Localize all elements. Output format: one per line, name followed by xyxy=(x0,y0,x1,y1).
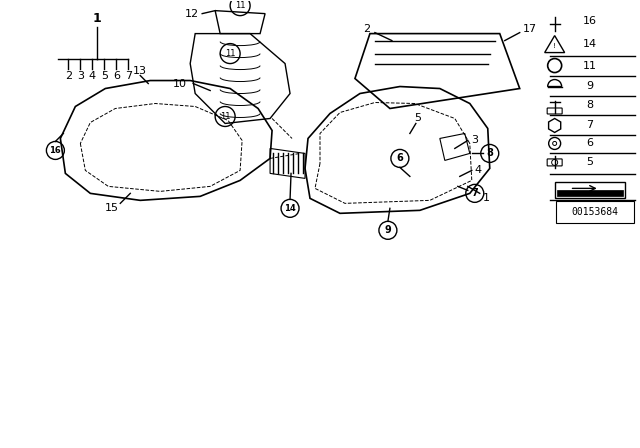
Text: 11: 11 xyxy=(235,1,245,10)
Text: 5: 5 xyxy=(586,157,593,168)
Text: 11: 11 xyxy=(220,112,230,121)
Text: 8: 8 xyxy=(586,100,593,111)
Text: 12: 12 xyxy=(185,9,199,19)
Text: 16: 16 xyxy=(49,146,61,155)
Text: 2: 2 xyxy=(364,24,371,34)
Text: 6: 6 xyxy=(586,138,593,148)
Text: 6: 6 xyxy=(113,70,120,81)
Bar xyxy=(555,182,625,198)
Text: 14: 14 xyxy=(582,39,596,48)
Text: 3: 3 xyxy=(77,70,84,81)
Text: 2: 2 xyxy=(65,70,72,81)
Text: 4: 4 xyxy=(89,70,96,81)
Text: 11: 11 xyxy=(225,49,236,58)
Text: !: ! xyxy=(553,43,556,48)
Text: 7: 7 xyxy=(125,70,132,81)
Text: 14: 14 xyxy=(284,204,296,213)
Text: 1: 1 xyxy=(483,194,490,203)
Text: 17: 17 xyxy=(523,24,537,34)
Text: 9: 9 xyxy=(385,225,391,235)
Bar xyxy=(557,190,623,196)
Text: 4: 4 xyxy=(474,165,481,176)
Text: 5: 5 xyxy=(101,70,108,81)
Text: 9: 9 xyxy=(586,81,593,90)
Text: 7: 7 xyxy=(472,188,478,198)
Text: 16: 16 xyxy=(582,16,596,26)
Text: 15: 15 xyxy=(106,203,119,213)
Text: 10: 10 xyxy=(173,78,188,89)
Text: 3: 3 xyxy=(471,135,478,146)
Text: 13: 13 xyxy=(133,65,147,76)
Text: 6: 6 xyxy=(397,153,403,164)
Text: 00153684: 00153684 xyxy=(571,207,618,217)
Text: 1: 1 xyxy=(93,12,102,25)
Text: 7: 7 xyxy=(586,121,593,130)
Text: 8: 8 xyxy=(486,148,493,159)
Text: 11: 11 xyxy=(582,60,596,70)
Text: 5: 5 xyxy=(414,113,421,124)
Bar xyxy=(556,201,634,223)
